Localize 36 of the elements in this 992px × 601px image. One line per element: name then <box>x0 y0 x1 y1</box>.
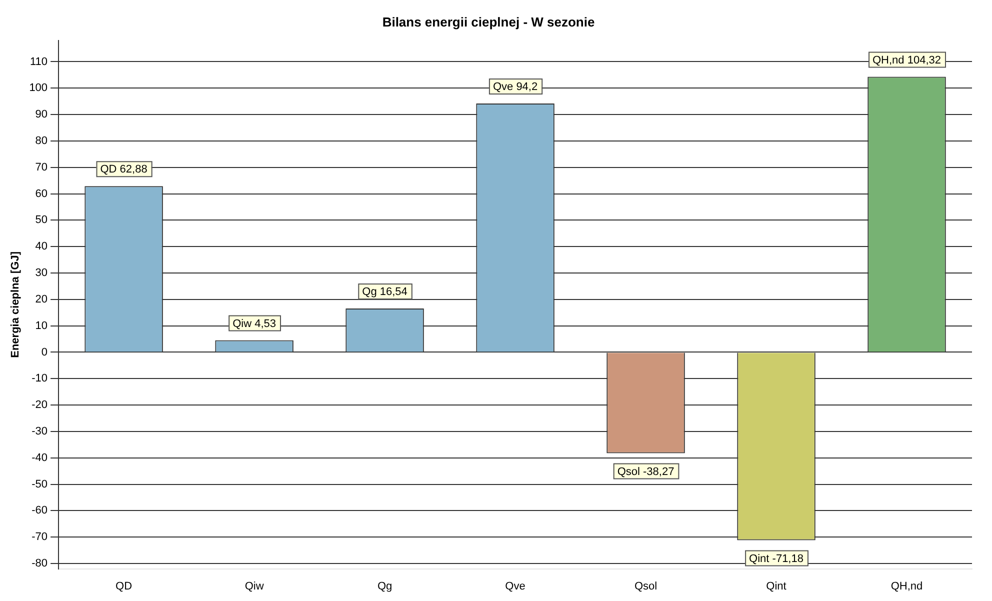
y-tick-label: 40 <box>35 240 48 253</box>
chart-title: Bilans energii cieplnej - W sezonie <box>382 14 595 30</box>
y-tick-label: 0 <box>41 346 48 358</box>
x-tick-label: Qg <box>377 580 392 592</box>
x-tick-label: QH,nd <box>890 580 923 592</box>
y-tick-label: 70 <box>35 161 48 174</box>
y-tick-label: 10 <box>35 320 48 332</box>
y-tick-label: 90 <box>35 108 48 121</box>
y-tick-label: -10 <box>32 372 48 385</box>
y-tick-label: 50 <box>35 214 48 226</box>
y-tick-label: 100 <box>29 82 48 94</box>
y-tick-label: -30 <box>32 426 48 438</box>
y-tick-label: -80 <box>32 558 48 570</box>
data-label: Qg 16,54 <box>362 286 408 298</box>
y-tick-label: -40 <box>32 452 48 464</box>
x-tick-label: Qve <box>505 580 526 592</box>
y-tick-label: -70 <box>32 531 48 544</box>
y-tick-label: 20 <box>35 293 48 306</box>
data-label: Qsol -38,27 <box>617 466 674 478</box>
x-tick-label: Qiw <box>244 580 264 592</box>
data-label: Qve 94,2 <box>492 80 538 93</box>
y-tick-label: 110 <box>30 56 48 68</box>
data-label: QH,nd 104,32 <box>872 54 942 66</box>
y-axis-title: Energia cieplna [GJ] <box>10 251 22 358</box>
y-tick-label: 80 <box>35 134 48 147</box>
data-label: Qiw 4,53 <box>232 318 276 330</box>
y-tick-label: -60 <box>32 504 48 517</box>
x-tick-label: Qsol <box>634 580 658 592</box>
y-tick-label: -50 <box>32 478 48 490</box>
y-tick-label: -20 <box>32 399 48 412</box>
y-tick-label: 60 <box>35 188 48 200</box>
y-tick-label: 30 <box>35 267 48 280</box>
data-label: Qint -71,18 <box>749 552 804 565</box>
x-tick-label: QD <box>116 580 132 592</box>
x-tick-label: Qint <box>766 580 786 592</box>
data-label: QD 62,88 <box>100 164 148 176</box>
